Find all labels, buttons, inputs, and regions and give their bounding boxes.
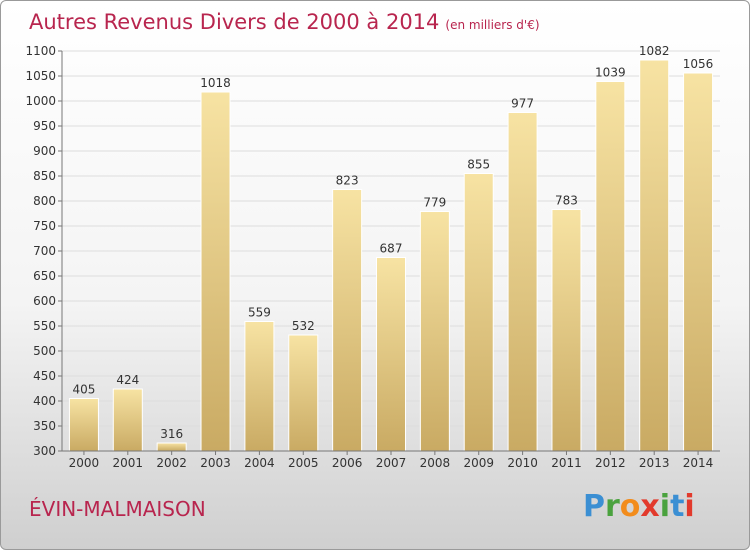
chart-unit: (en milliers d'€)	[445, 18, 540, 32]
data-label: 783	[555, 194, 578, 208]
y-tick-label: 750	[33, 219, 56, 233]
logo-letter: o	[619, 489, 641, 524]
y-tick-label: 900	[33, 144, 56, 158]
y-tick-label: 350	[33, 419, 56, 433]
bar	[551, 209, 582, 452]
data-label: 1018	[200, 76, 231, 90]
bar	[507, 112, 538, 452]
y-tick-label: 1050	[25, 69, 56, 83]
data-label: 779	[423, 196, 446, 210]
x-tick-label: 2002	[156, 456, 187, 470]
bar	[376, 257, 406, 452]
bar	[683, 72, 714, 452]
x-tick-label: 2013	[639, 456, 670, 470]
x-tick-label: 2009	[463, 456, 494, 470]
y-tick-label: 650	[33, 269, 56, 283]
data-label: 559	[248, 306, 271, 320]
y-tick-label: 1000	[25, 94, 56, 108]
y-tick-label: 500	[33, 344, 56, 358]
logo-letter: t	[670, 489, 685, 524]
data-label: 1039	[595, 66, 626, 80]
data-label: 405	[72, 383, 95, 397]
chart-title-text: Autres Revenus Divers de 2000 à 2014	[29, 10, 440, 34]
bar	[332, 189, 363, 452]
y-tick-label: 300	[33, 444, 56, 458]
y-tick-label: 550	[33, 319, 56, 333]
x-tick-label: 2004	[244, 456, 275, 470]
x-tick-label: 2005	[288, 456, 319, 470]
x-tick-label: 2001	[113, 456, 144, 470]
proxiti-logo[interactable]: Proxiti	[583, 489, 695, 524]
data-label: 424	[116, 373, 139, 387]
y-tick-label: 950	[33, 119, 56, 133]
x-tick-label: 2011	[551, 456, 582, 470]
x-tick-label: 2003	[200, 456, 231, 470]
bar	[68, 398, 99, 452]
y-tick-label: 450	[33, 369, 56, 383]
x-tick-label: 2014	[683, 456, 714, 470]
y-axis: 300 350 400 450 500 550 600 650 700 750 800 850 900 9…	[25, 44, 63, 458]
bar	[112, 388, 143, 452]
bar	[244, 321, 275, 452]
data-label: 855	[467, 158, 490, 172]
logo-letter: x	[640, 489, 660, 524]
y-tick-label: 600	[33, 294, 56, 308]
x-axis: 2000 2001 2002 2003 2004 2005 2006 2007 2008 2009…	[62, 450, 720, 470]
x-tick-label: 2012	[595, 456, 626, 470]
chart-title: Autres Revenus Divers de 2000 à 2014 (en …	[29, 10, 540, 34]
bar	[200, 91, 231, 452]
x-tick-label: 2000	[69, 456, 100, 470]
x-tick-label: 2008	[420, 456, 451, 470]
city-name: ÉVIN-MALMAISON	[29, 497, 206, 521]
bars: 405 424 316 1018 559 532 823 687 779 855 977 783 103…	[68, 44, 714, 452]
bar	[639, 59, 670, 452]
x-tick-label: 2010	[507, 456, 538, 470]
bar	[156, 442, 187, 452]
x-tick-label: 2006	[332, 456, 363, 470]
y-tick-label: 850	[33, 169, 56, 183]
x-tick-label: 2007	[376, 456, 407, 470]
y-tick-label: 800	[33, 194, 56, 208]
bar	[419, 211, 450, 452]
bar	[595, 81, 626, 452]
data-label: 316	[160, 427, 183, 441]
y-tick-label: 700	[33, 244, 56, 258]
logo-letter: r	[605, 489, 620, 524]
logo-letter: i	[659, 489, 671, 524]
data-label: 1056	[683, 57, 714, 71]
y-tick-label: 1100	[25, 44, 56, 58]
y-tick-label: 400	[33, 394, 56, 408]
data-label: 532	[292, 319, 315, 333]
logo-letter: P	[583, 489, 605, 524]
data-label: 823	[336, 174, 359, 188]
data-label: 1082	[639, 44, 670, 58]
bar	[463, 173, 494, 452]
logo-letter: i	[684, 489, 695, 524]
data-label: 687	[380, 242, 403, 256]
data-label: 977	[511, 97, 534, 111]
bar	[288, 334, 319, 452]
